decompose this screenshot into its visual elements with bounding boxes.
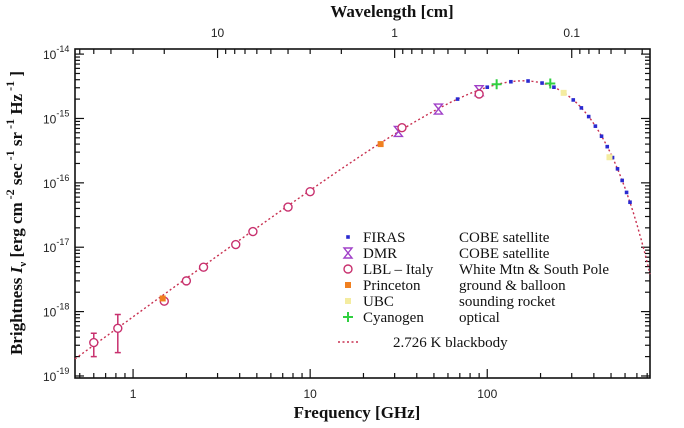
error-bar <box>114 313 121 354</box>
data-point-princeton <box>377 141 384 148</box>
data-point-firas <box>455 97 460 101</box>
legend-label: UBC <box>363 294 394 310</box>
y-label-word: Brightness <box>7 273 26 355</box>
data-point-firas <box>552 85 556 90</box>
data-point-firas <box>615 167 620 171</box>
y-tick-label: 10-16 <box>43 173 69 191</box>
legend-label: Princeton <box>363 278 421 294</box>
x2-tick-label: 0.1 <box>563 26 580 40</box>
legend-label-blackbody: 2.726 K blackbody <box>393 335 508 351</box>
y-tick-exponent: -15 <box>56 108 69 118</box>
data-point-lbl-italy <box>283 202 293 212</box>
legend-description: COBE satellite <box>459 246 550 262</box>
data-point-firas <box>620 178 624 183</box>
legend-description: optical <box>459 310 500 326</box>
x2-tick-label: 10 <box>211 26 225 40</box>
data-point-firas <box>628 200 632 205</box>
legend-marker <box>342 247 354 259</box>
y-tick-exponent: -19 <box>56 366 69 376</box>
y-label-unit: sr <box>7 131 26 150</box>
data-point-lbl-italy <box>198 262 209 272</box>
data-point-cyanogen <box>491 79 502 90</box>
data-point-lbl-italy <box>89 337 99 348</box>
plot-frame <box>74 48 651 379</box>
y-tick-label: 10-18 <box>43 302 69 320</box>
x-tick-label: 10 <box>303 387 317 401</box>
data-point-firas <box>571 98 576 102</box>
legend-marker <box>346 235 350 239</box>
data-point-ubc <box>560 89 567 96</box>
data-point-lbl-italy <box>181 276 192 286</box>
data-point-dmr <box>432 103 444 115</box>
y-tick-label: 10-14 <box>43 44 69 62</box>
legend-label: DMR <box>363 246 397 262</box>
data-point-firas <box>540 81 544 85</box>
data-point-princeton <box>159 295 166 302</box>
legend-label: LBL – Italy <box>363 262 434 278</box>
axis-ticks: 1 10 100 10 1 0.1 10-14 10-15 10-16 10-17 10-18 10-… <box>43 26 650 401</box>
y-label-exponent: -2 <box>3 189 17 202</box>
data-point-ubc <box>606 154 613 161</box>
data-point-lbl-italy <box>231 239 241 250</box>
y-tick-exponent: -14 <box>56 44 69 54</box>
y-label-subscript: ν <box>17 262 29 268</box>
y-label-exponent: -1 <box>3 119 17 132</box>
y-label-unit: [erg cm <box>7 202 26 261</box>
data-point-lbl-italy <box>305 186 315 197</box>
data-point-firas <box>579 106 584 110</box>
y-tick-label: 10-17 <box>43 237 69 255</box>
y-tick-exponent: -18 <box>56 302 69 312</box>
y-tick-label: 10-19 <box>43 366 69 384</box>
legend-description: sounding rocket <box>459 294 556 310</box>
data-point-lbl-italy <box>248 226 258 237</box>
legend-description: ground & balloon <box>459 278 566 294</box>
y-label-symbol: I <box>7 265 26 274</box>
data-point-firas <box>610 155 615 160</box>
legend-marker <box>345 298 351 304</box>
y-tick-label: 10-15 <box>43 108 69 126</box>
y-axis-title: Brightness Iν [erg cm -2 sec -1 sr -1 Hz… <box>3 71 29 355</box>
legend: FIRAS COBE satellite DMR COBE satellite LBL … <box>338 230 609 351</box>
x-tick-label: 100 <box>477 387 497 401</box>
data-point-firas <box>485 85 490 90</box>
y-label-unit: sec <box>7 163 26 189</box>
legend-marker <box>343 312 353 322</box>
x-tick-label: 1 <box>130 387 137 401</box>
data-point-cyanogen <box>545 78 556 89</box>
legend-label: FIRAS <box>363 230 406 246</box>
y-tick-exponent: -17 <box>56 237 69 247</box>
x2-tick-label: 1 <box>391 26 398 40</box>
x-axis-title: Frequency [GHz] <box>294 403 421 422</box>
legend-label: Cyanogen <box>363 310 424 326</box>
y-label-exponent: -1 <box>3 150 17 163</box>
legend-description: White Mtn & South Pole <box>459 262 609 278</box>
data-points <box>89 78 632 358</box>
y-label-exponent: -1 <box>3 81 17 94</box>
y-label-unit: ] <box>7 71 26 81</box>
data-point-firas <box>624 190 629 195</box>
data-point-firas <box>599 134 604 139</box>
data-point-firas <box>509 79 513 84</box>
data-point-lbl-italy <box>474 89 484 99</box>
y-axis-title-text: Brightness Iν [erg cm -2 sec -1 sr -1 Hz… <box>3 71 29 355</box>
data-point-firas <box>593 124 598 128</box>
data-point-lbl-italy <box>113 323 123 334</box>
legend-marker <box>345 282 351 288</box>
legend-description: COBE satellite <box>459 230 550 246</box>
legend-marker <box>343 264 353 274</box>
y-label-unit: Hz <box>7 93 26 118</box>
data-point-firas <box>526 79 530 83</box>
y-tick-exponent: -16 <box>56 173 69 183</box>
data-point-lbl-italy <box>397 122 407 133</box>
data-point-firas <box>605 144 610 149</box>
x2-axis-title: Wavelength [cm] <box>330 2 453 21</box>
data-point-firas <box>586 114 591 119</box>
